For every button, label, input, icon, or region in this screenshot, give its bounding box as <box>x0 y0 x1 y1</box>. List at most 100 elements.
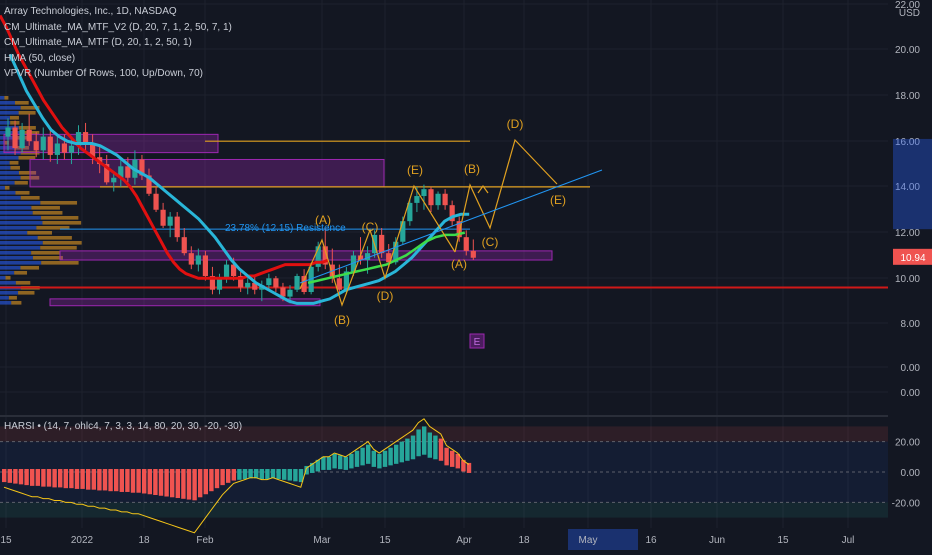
harsi-candle <box>304 465 309 475</box>
candle-body <box>428 189 434 206</box>
harsi-candle <box>282 469 287 480</box>
candle-body <box>266 278 272 286</box>
candle-body <box>463 237 469 251</box>
time-tick-label: 15 <box>379 535 391 546</box>
harsi-os-zone <box>0 502 888 518</box>
trend-line <box>299 169 603 284</box>
harsi-candle <box>13 469 18 484</box>
vpvr-up-bar <box>0 121 11 125</box>
event-marker-label: E <box>474 337 481 348</box>
time-tick-label: Jul <box>842 535 855 546</box>
price-axis[interactable]: 22.00 20.00 18.00 16.00 14.00 12.00 10.00 8.00 0… <box>892 0 932 509</box>
candle-body <box>104 164 110 183</box>
harsi-candle <box>338 455 343 470</box>
candle-body <box>153 193 159 210</box>
vpvr-up-bar <box>0 211 33 215</box>
time-tick-label: Feb <box>196 535 214 546</box>
harsi-candle <box>170 469 175 498</box>
vpvr-down-bar <box>18 126 36 130</box>
vpvr-down-bar <box>42 221 82 225</box>
harsi-candle <box>343 456 348 470</box>
candle-body <box>195 255 201 265</box>
harsi-candle <box>24 469 29 486</box>
candle-body <box>456 221 462 238</box>
harsi-candle <box>388 447 393 466</box>
harsi-candle <box>214 469 220 489</box>
candle-body <box>343 271 349 290</box>
candle-body <box>252 282 258 290</box>
candle-body <box>68 145 75 153</box>
time-tick-label: 15 <box>777 535 789 546</box>
candle-body <box>231 264 237 277</box>
ma-green-line <box>307 231 466 285</box>
ma-red-line <box>0 14 330 280</box>
wave-label: (E) <box>407 163 423 177</box>
harsi-candle <box>35 469 40 486</box>
vpvr-up-bar <box>0 101 16 105</box>
harsi-candle <box>130 469 136 493</box>
vpvr-up-bar <box>0 266 21 270</box>
harsi-candle <box>410 435 416 460</box>
candle-body <box>19 129 25 149</box>
vpvr-down-bar <box>15 191 30 195</box>
harsi-candle <box>125 469 130 492</box>
harsi-candle <box>164 469 169 497</box>
harsi-candle <box>315 459 320 472</box>
vpvr-down-bar <box>5 276 11 280</box>
candle-body <box>118 166 124 178</box>
vpvr-down-bar <box>14 181 28 185</box>
price-tick-label: 0.00 <box>901 388 921 399</box>
vpvr-down-bar <box>9 161 19 165</box>
candle-body <box>139 159 145 176</box>
vpvr-up-bar <box>0 136 15 140</box>
harsi-candle <box>270 469 276 479</box>
candle-body <box>125 166 131 178</box>
harsi-candle <box>360 447 365 466</box>
wave-label: (B) <box>464 162 480 176</box>
vpvr-up-bar <box>0 166 11 170</box>
candle-body <box>301 276 307 293</box>
vpvr-up-bar <box>0 161 10 165</box>
wave-label: (C) <box>362 220 379 234</box>
price-tick-label: 18.00 <box>895 91 920 102</box>
price-tick-label: 20.00 <box>895 45 920 56</box>
harsi-candle <box>466 462 472 473</box>
price-zone <box>59 250 553 261</box>
harsi-candle <box>58 469 63 488</box>
vpvr-up-bar <box>0 201 41 205</box>
vpvr-up-bar <box>0 116 10 120</box>
harsi-candle <box>287 469 292 481</box>
vpvr-up-bar <box>0 226 37 230</box>
vpvr-up-bar <box>0 96 5 100</box>
harsi-candle <box>52 469 57 488</box>
wave-pattern-projection <box>454 138 558 253</box>
harsi-candle <box>63 469 68 489</box>
price-tick-label: 14.00 <box>895 182 920 193</box>
harsi-candle <box>259 469 264 480</box>
harsi-candle <box>444 447 449 466</box>
harsi-candle <box>142 469 147 494</box>
vpvr-down-bar <box>31 251 60 255</box>
candle-body <box>40 136 46 151</box>
harsi-label[interactable]: HARSI • (14, 7, ohlc4, 7, 3, 3, 14, 80, … <box>4 421 243 432</box>
candle-body <box>273 278 279 288</box>
harsi-candle <box>74 469 80 489</box>
harsi-candle <box>321 456 326 470</box>
price-tick-label: 12.00 <box>895 228 920 239</box>
price-zone <box>49 298 321 307</box>
vpvr-down-bar <box>31 206 60 210</box>
wave-pattern-past <box>299 184 456 307</box>
vpvr-down-bar <box>37 236 72 240</box>
candle-body <box>379 234 385 254</box>
candle-body <box>414 196 420 203</box>
harsi-candle <box>203 469 208 495</box>
time-axis[interactable]: 15 2022 18 Feb Mar 15 Apr 18 May 16 Jun 15 Jul <box>0 529 854 550</box>
price-tick-label: 10.00 <box>895 274 920 285</box>
harsi-candle <box>136 469 141 493</box>
candle-body <box>160 209 166 226</box>
harsi-candle <box>394 444 399 464</box>
harsi-candle <box>175 469 180 499</box>
vpvr-up-bar <box>0 221 43 225</box>
vpvr-down-bar <box>18 156 36 160</box>
